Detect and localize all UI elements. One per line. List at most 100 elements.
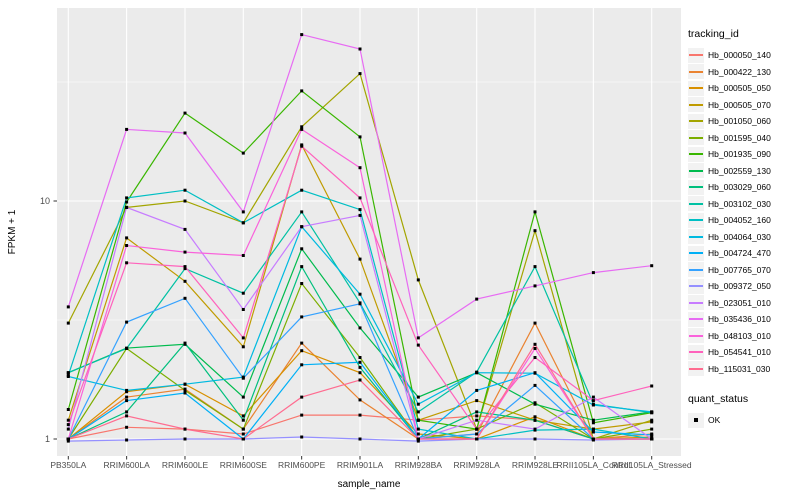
legend-entry-label: Hb_001935_090 xyxy=(708,149,771,160)
legend-line-icon xyxy=(689,285,703,288)
legend: tracking_id Hb_000050_140 Hb_000422_130 Hb… xyxy=(688,28,800,429)
data-point xyxy=(475,297,479,301)
data-point xyxy=(66,408,70,411)
data-point xyxy=(650,420,654,424)
data-point xyxy=(533,402,537,406)
data-point xyxy=(533,265,537,269)
data-point xyxy=(358,257,362,261)
data-point xyxy=(125,438,129,442)
y-tick-label: 1 xyxy=(45,434,50,444)
data-point xyxy=(300,125,304,129)
data-point xyxy=(66,427,70,431)
data-point xyxy=(533,437,537,441)
data-point xyxy=(416,427,420,431)
legend-key-swatch xyxy=(688,113,704,129)
data-point xyxy=(358,437,362,441)
data-point xyxy=(416,418,420,422)
legend-entry-label: Hb_007765_070 xyxy=(708,264,771,275)
data-point xyxy=(66,305,70,309)
legend-entry-Hb_035436_010: Hb_035436_010 xyxy=(688,311,800,328)
data-point xyxy=(358,378,362,382)
x-tick-label: RRII105LA_Control xyxy=(557,460,631,470)
x-axis-title: sample_name xyxy=(338,479,401,490)
legend-key-swatch xyxy=(688,80,704,96)
x-tick-label: RRIM600SE xyxy=(220,460,268,470)
data-point xyxy=(125,399,129,403)
data-point xyxy=(125,388,129,392)
legend-title-quant-status: quant_status xyxy=(688,393,749,405)
data-point xyxy=(591,403,595,407)
data-point xyxy=(241,418,245,422)
data-point xyxy=(241,395,245,399)
legend-entry-Hb_004052_160: Hb_004052_160 xyxy=(688,212,800,229)
legend-entry-Hb_054541_010: Hb_054541_010 xyxy=(688,344,800,361)
legend-entry-Hb_007765_070: Hb_007765_070 xyxy=(688,262,800,279)
x-tick-label: RRIM928LE xyxy=(512,460,559,470)
legend-line-icon xyxy=(689,301,703,304)
data-point xyxy=(358,356,362,359)
data-point xyxy=(533,427,537,431)
data-point xyxy=(241,151,245,155)
data-point xyxy=(300,395,304,399)
legend-entry-Hb_003102_030: Hb_003102_030 xyxy=(688,196,800,213)
data-point xyxy=(533,342,537,346)
legend-entry-Hb_003029_060: Hb_003029_060 xyxy=(688,179,800,196)
data-point xyxy=(125,261,129,265)
data-point xyxy=(591,271,595,275)
legend-line-icon xyxy=(689,136,703,139)
data-point xyxy=(591,395,595,399)
y-axis-title: FPKM + 1 xyxy=(7,209,18,254)
legend-key-swatch xyxy=(688,245,704,261)
data-point xyxy=(241,210,245,214)
data-point xyxy=(650,410,654,414)
legend-key-swatch xyxy=(688,262,704,278)
data-point xyxy=(533,284,537,288)
data-point xyxy=(358,72,362,76)
data-point xyxy=(241,336,245,340)
data-point xyxy=(591,437,595,441)
data-point xyxy=(650,264,654,268)
data-point xyxy=(358,213,362,217)
data-point xyxy=(475,418,479,422)
legend-entries-quant-status: OK xyxy=(688,412,800,429)
data-point xyxy=(125,414,129,418)
legend-line-icon xyxy=(689,103,703,106)
data-point xyxy=(300,188,304,192)
data-point xyxy=(300,315,304,319)
legend-entry-label: Hb_001050_060 xyxy=(708,116,771,127)
legend-entry-label: OK xyxy=(708,415,721,426)
data-point xyxy=(650,437,654,441)
legend-line-icon xyxy=(689,334,703,337)
legend-entry-label: Hb_000505_070 xyxy=(708,99,771,110)
data-point xyxy=(241,376,245,380)
data-point xyxy=(358,302,362,306)
legend-entry-quant-OK: OK xyxy=(688,412,800,429)
data-point xyxy=(300,413,304,417)
data-point xyxy=(125,127,129,131)
data-point xyxy=(300,33,304,37)
data-point xyxy=(125,425,129,429)
x-tick-label: RRIM928LA xyxy=(454,460,501,470)
y-tick-label: 10 xyxy=(40,196,50,206)
data-point xyxy=(66,437,70,441)
data-point xyxy=(300,363,304,367)
data-point xyxy=(125,196,129,200)
data-point xyxy=(591,421,595,425)
data-point xyxy=(66,439,70,443)
data-point xyxy=(358,135,362,139)
data-point xyxy=(183,250,187,254)
data-point xyxy=(358,47,362,51)
data-point xyxy=(241,254,245,257)
data-point xyxy=(66,423,70,427)
square-point-icon xyxy=(694,418,698,423)
legend-entry-Hb_009372_050: Hb_009372_050 xyxy=(688,278,800,295)
data-point xyxy=(475,427,479,431)
legend-key-swatch xyxy=(688,146,704,162)
legend-key-swatch xyxy=(688,130,704,146)
data-point xyxy=(183,111,187,115)
data-point xyxy=(241,221,245,225)
data-point xyxy=(125,244,129,247)
data-point xyxy=(125,410,129,414)
data-point xyxy=(358,371,362,375)
